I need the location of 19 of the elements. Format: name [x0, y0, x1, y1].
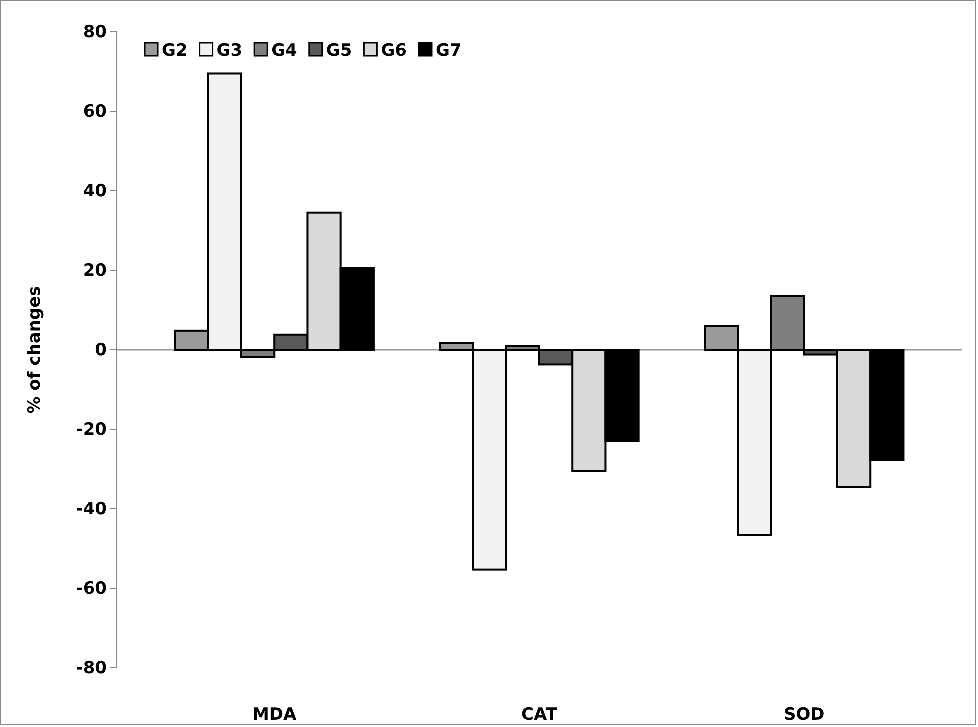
y-tick-label: -60 — [76, 578, 108, 599]
y-tick-label: 40 — [83, 181, 108, 202]
legend-label: G2 — [162, 41, 188, 61]
x-tick-label: SOD — [784, 705, 825, 725]
legend-label: G5 — [326, 41, 352, 61]
y-tick-label: -20 — [76, 420, 108, 440]
legend-label: G3 — [216, 41, 243, 61]
y-tick-label: 20 — [83, 260, 108, 281]
x-tick-label: CAT — [522, 705, 558, 725]
legend-label: G4 — [272, 41, 298, 61]
x-tick-label: MDA — [252, 705, 298, 725]
y-tick-label: -40 — [76, 499, 108, 520]
y-tick-label: 80 — [83, 22, 108, 42]
legend-label: G7 — [436, 41, 462, 61]
y-tick-label: 60 — [83, 102, 108, 122]
y-axis-title: % of changes — [25, 286, 45, 414]
y-tick-label: -80 — [76, 658, 108, 678]
legend-label: G6 — [381, 41, 407, 61]
y-tick-label: 0 — [95, 340, 108, 360]
